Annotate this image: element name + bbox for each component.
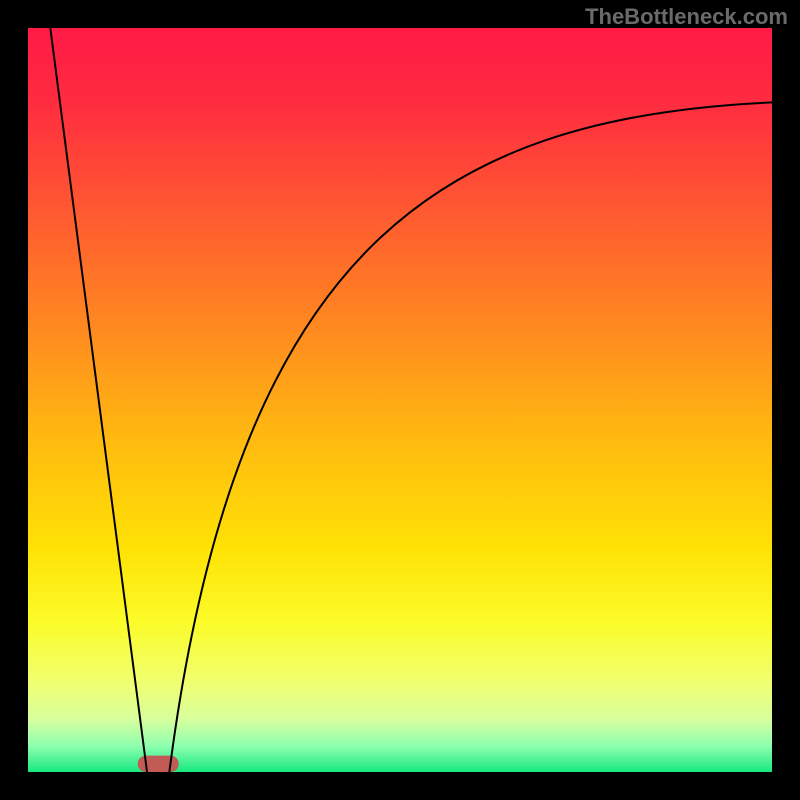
chart-container: TheBottleneck.com [0, 0, 800, 800]
watermark-text: TheBottleneck.com [585, 4, 788, 30]
chart-plot-area [28, 28, 772, 772]
bottleneck-chart [0, 0, 800, 800]
optimal-marker [138, 756, 179, 772]
